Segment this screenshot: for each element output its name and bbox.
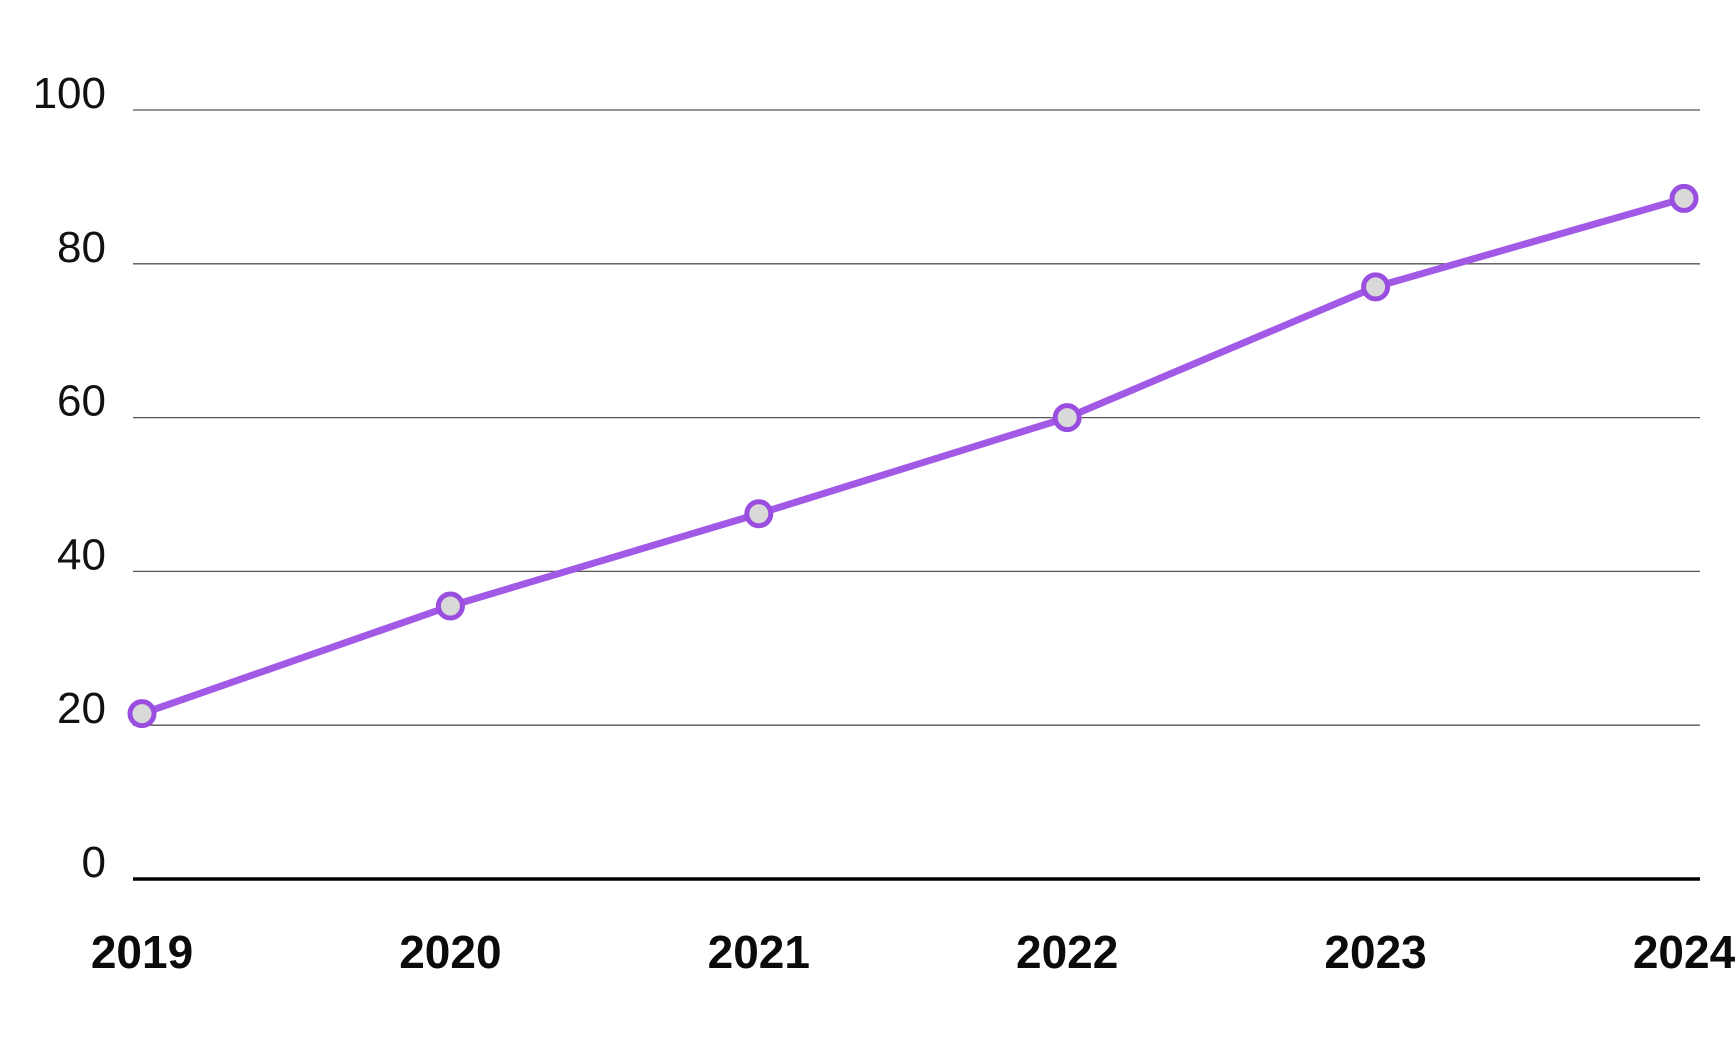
data-point-2019 xyxy=(127,699,157,729)
x-tick-label: 2024 xyxy=(1633,926,1736,978)
series-layer xyxy=(127,183,1699,729)
x-tick-label: 2022 xyxy=(1016,926,1118,978)
data-point-2022 xyxy=(1052,403,1082,433)
x-tick-label: 2019 xyxy=(91,926,193,978)
y-tick-label: 60 xyxy=(57,377,106,426)
y-axis-ticks: 0 20 40 60 80 100 xyxy=(33,69,106,887)
data-point-2020 xyxy=(435,591,465,621)
x-tick-label: 2020 xyxy=(399,926,501,978)
x-tick-label: 2021 xyxy=(708,926,810,978)
y-tick-label: 0 xyxy=(82,838,106,887)
y-tick-label: 40 xyxy=(57,530,106,579)
data-point-2023 xyxy=(1361,272,1391,302)
gridlines xyxy=(133,109,1700,881)
y-tick-label: 100 xyxy=(33,69,106,118)
y-tick-label: 80 xyxy=(57,223,106,272)
data-point-2021 xyxy=(744,499,774,529)
x-axis-ticks: 2019 2020 2021 2022 2023 2024 xyxy=(91,926,1736,978)
x-tick-label: 2023 xyxy=(1324,926,1426,978)
data-point-2024 xyxy=(1669,183,1699,213)
series-line xyxy=(138,194,1688,718)
y-tick-label: 20 xyxy=(57,684,106,733)
